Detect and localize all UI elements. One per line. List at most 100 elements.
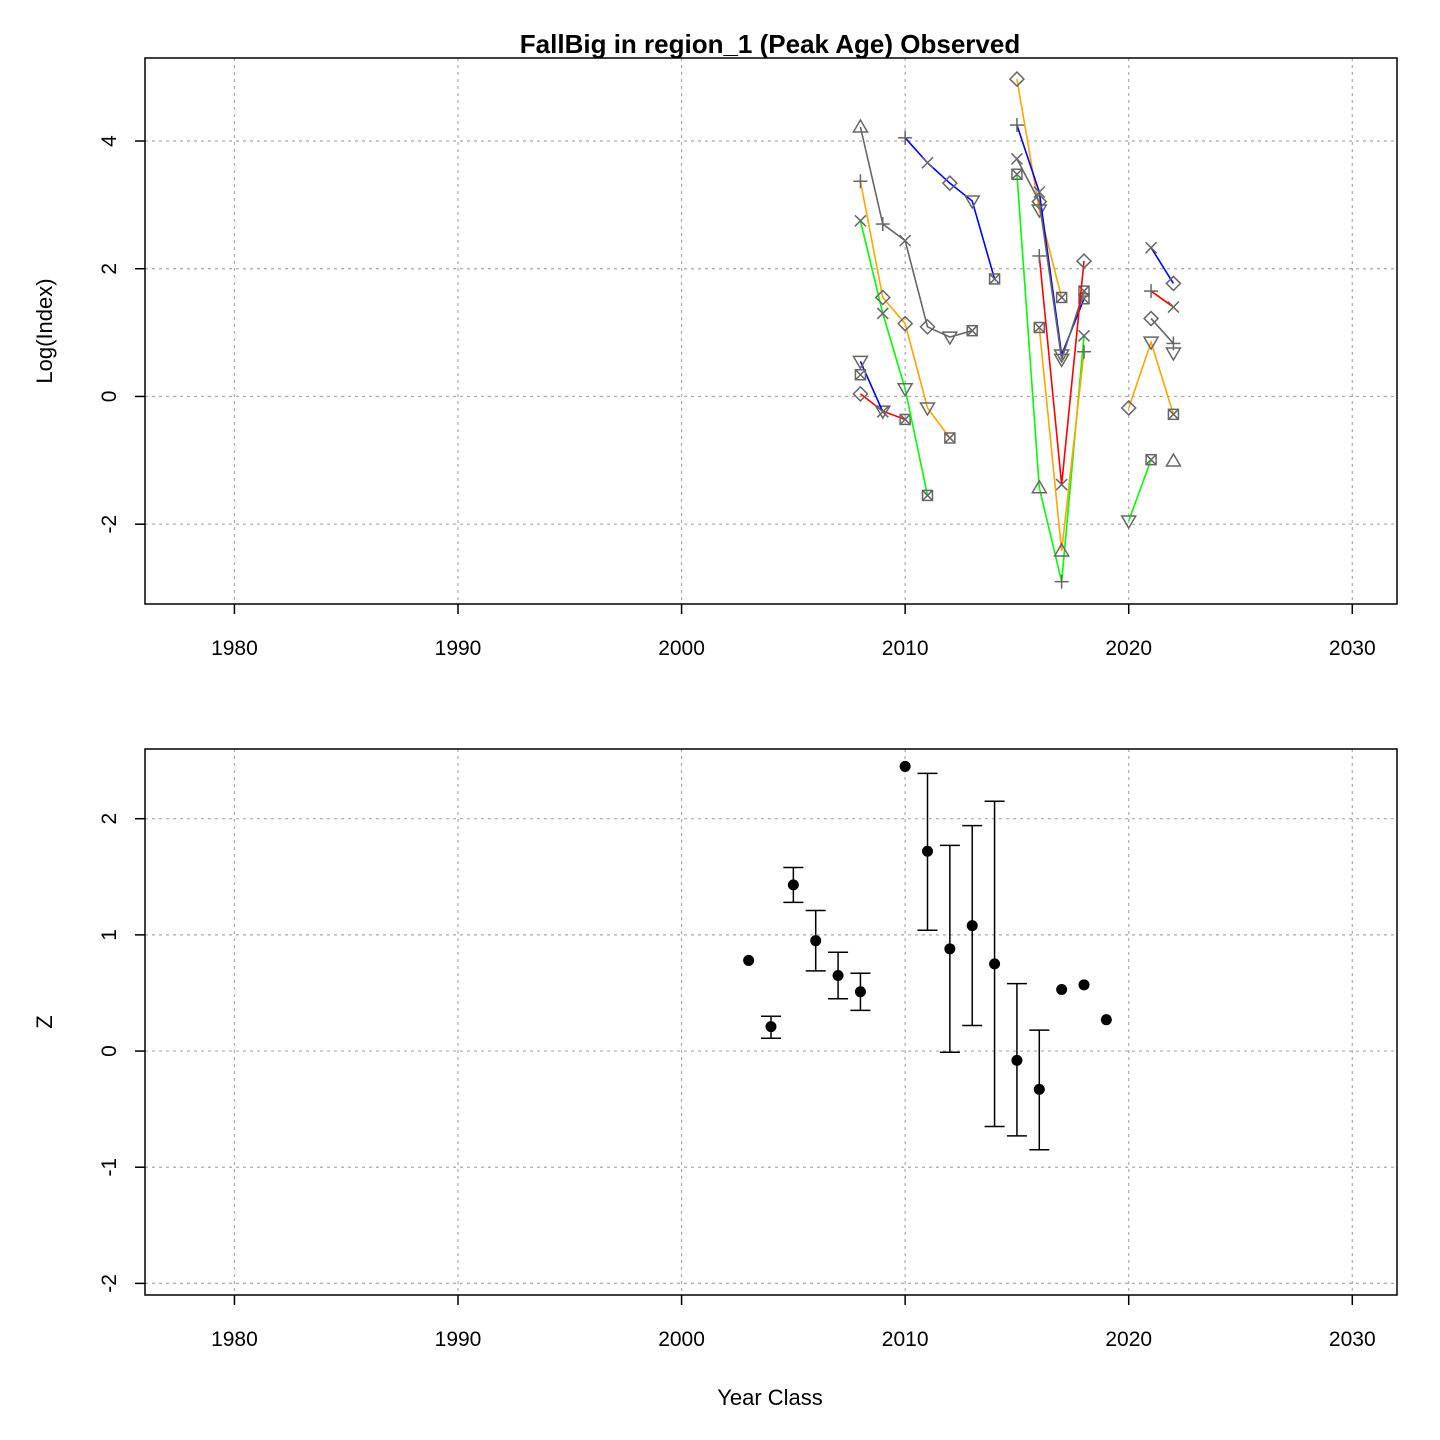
cohort-point-19-0 bbox=[854, 368, 867, 381]
cohort-point-8-0-b bbox=[1010, 152, 1023, 165]
cohort-point-3-1-shape bbox=[874, 289, 891, 306]
z-point-4 bbox=[832, 970, 844, 982]
cohort-point-5-4 bbox=[988, 273, 1001, 285]
cohort-series-11 bbox=[1033, 321, 1091, 557]
z-point-2 bbox=[787, 879, 799, 891]
cohort-series-0 bbox=[852, 385, 911, 426]
cohort-point-16-0-shape bbox=[1143, 310, 1160, 327]
bottom-chart-ytick-label-3: 1 bbox=[98, 929, 121, 941]
top-chart-xtick-label-1: 1990 bbox=[435, 637, 482, 660]
cohort-point-4-3 bbox=[919, 318, 936, 335]
cohort-series-14 bbox=[1144, 284, 1180, 314]
bottom-chart-xtick-label-5: 2030 bbox=[1329, 1328, 1376, 1351]
cohort-point-6-0-shape bbox=[1008, 71, 1025, 88]
cohort-point-11-1-shape bbox=[1053, 542, 1070, 557]
top-chart-title: FallBig in region_1 (Peak Age) Observed bbox=[520, 29, 1020, 59]
cohort-line-2 bbox=[859, 220, 929, 496]
cohort-point-10-2-shape bbox=[1075, 253, 1093, 270]
cohort-point-0-0-shape bbox=[852, 385, 869, 402]
bottom-chart-ytick-label-2: 0 bbox=[98, 1045, 121, 1057]
cohort-point-14-0 bbox=[1144, 284, 1159, 299]
cohort-point-5-3 bbox=[963, 195, 981, 210]
cohort-point-12-2 bbox=[1167, 408, 1180, 421]
cohort-point-0-0 bbox=[852, 385, 869, 402]
bottom-chart-plot-frame bbox=[144, 748, 1398, 1296]
cohort-point-7-2-shape bbox=[1053, 349, 1070, 364]
cohort-point-1-1 bbox=[876, 405, 889, 418]
bottom-chart-xtick-label-3: 2010 bbox=[882, 1328, 929, 1351]
cohort-point-9-1 bbox=[1030, 479, 1048, 494]
cohort-point-5-1 bbox=[921, 156, 934, 169]
cohort-point-11-0-box bbox=[1033, 321, 1046, 334]
cohort-point-11-1 bbox=[1053, 542, 1070, 557]
top-chart-ytick-label-1: 0 bbox=[98, 391, 121, 403]
cohort-point-15-1-shape bbox=[1165, 275, 1182, 292]
cohort-series-12 bbox=[1120, 336, 1180, 421]
cohort-point-8-2 bbox=[1053, 353, 1070, 368]
cohort-point-4-0-shape bbox=[852, 118, 869, 133]
top-chart-grid bbox=[145, 58, 1397, 604]
cohort-series-6 bbox=[1008, 71, 1068, 304]
cohort-point-5-1-b bbox=[921, 156, 934, 169]
z-point-1 bbox=[765, 1021, 777, 1033]
cohort-line-11 bbox=[1038, 327, 1085, 552]
cohort-point-2-3 bbox=[921, 489, 934, 502]
bottom-chart-xtick-label-1: 1990 bbox=[435, 1328, 482, 1351]
cohort-line-3 bbox=[859, 181, 951, 439]
bottom-chart-xtick-label-2: 2000 bbox=[658, 1328, 705, 1351]
cohort-point-2-3-box bbox=[921, 489, 934, 502]
cohort-point-2-1-b bbox=[876, 307, 889, 320]
cohort-line-13 bbox=[1127, 459, 1152, 522]
top-chart-xtick-label-4: 2020 bbox=[1105, 637, 1152, 660]
cohort-series-13 bbox=[1120, 453, 1157, 530]
cohort-point-13-0-shape bbox=[1120, 515, 1138, 530]
cohort-point-5-0 bbox=[898, 130, 913, 145]
cohort-point-4-5 bbox=[966, 324, 978, 337]
cohort-point-1-1-b bbox=[876, 405, 889, 418]
cohort-point-13-0 bbox=[1120, 515, 1138, 530]
cohort-point-7-3-box bbox=[1078, 293, 1090, 305]
top-chart-xtick-label-0: 1980 bbox=[211, 637, 258, 660]
cohort-point-13-1-box bbox=[1145, 453, 1157, 466]
cohort-point-3-3-shape bbox=[919, 402, 936, 417]
cohort-line-8 bbox=[1016, 158, 1085, 360]
cohort-point-4-0 bbox=[852, 118, 869, 133]
cohort-point-11-2 bbox=[1077, 344, 1091, 359]
cohort-series-10 bbox=[1032, 248, 1093, 491]
cohort-point-3-2 bbox=[897, 315, 914, 332]
bottom-chart-xtick-label-0: 1980 bbox=[211, 1328, 258, 1351]
cohort-series-16 bbox=[1143, 310, 1181, 351]
cohort-line-9 bbox=[1016, 174, 1085, 582]
cohort-point-4-4-shape bbox=[941, 331, 959, 346]
cohort-point-10-0 bbox=[1032, 248, 1047, 263]
cohort-point-8-1-shape bbox=[1031, 193, 1048, 210]
cohort-point-2-1 bbox=[876, 307, 889, 320]
cohort-point-17-0-shape bbox=[1165, 347, 1182, 362]
cohort-point-19-0-b bbox=[854, 369, 866, 381]
cohort-point-6-0 bbox=[1008, 71, 1025, 88]
cohort-point-3-4 bbox=[944, 432, 956, 444]
cohort-point-9-1-shape bbox=[1030, 479, 1048, 494]
cohort-line-10 bbox=[1038, 255, 1085, 485]
cohort-point-10-2 bbox=[1075, 253, 1093, 270]
z-point-6 bbox=[899, 760, 911, 772]
cohort-point-3-0 bbox=[853, 174, 868, 189]
cohort-point-4-2 bbox=[899, 234, 912, 247]
bottom-chart-xtick-label-4: 2020 bbox=[1105, 1328, 1152, 1351]
top-panel: FallBig in region_1 (Peak Age) Observed … bbox=[32, 29, 1398, 660]
cohort-point-10-1 bbox=[1055, 478, 1068, 491]
cohort-point-9-3 bbox=[1077, 329, 1091, 342]
cohort-point-4-2-b bbox=[899, 234, 912, 247]
cohort-point-11-0 bbox=[1033, 321, 1046, 334]
cohort-point-4-5-box bbox=[966, 324, 978, 337]
z-point-12 bbox=[1033, 1083, 1045, 1095]
cohort-point-15-0-b bbox=[1145, 241, 1158, 254]
cohort-line-14 bbox=[1150, 290, 1174, 308]
cohort-line-5 bbox=[904, 137, 996, 280]
top-chart-xtick-label-2: 2000 bbox=[658, 637, 705, 660]
z-point-10 bbox=[989, 958, 1001, 970]
bottom-panel: Z Year Class 1980 1990 2000 2010 2020 2030 -2 -… bbox=[32, 748, 1398, 1410]
cohort-series-4 bbox=[852, 118, 978, 346]
cohort-line-12 bbox=[1127, 339, 1175, 415]
